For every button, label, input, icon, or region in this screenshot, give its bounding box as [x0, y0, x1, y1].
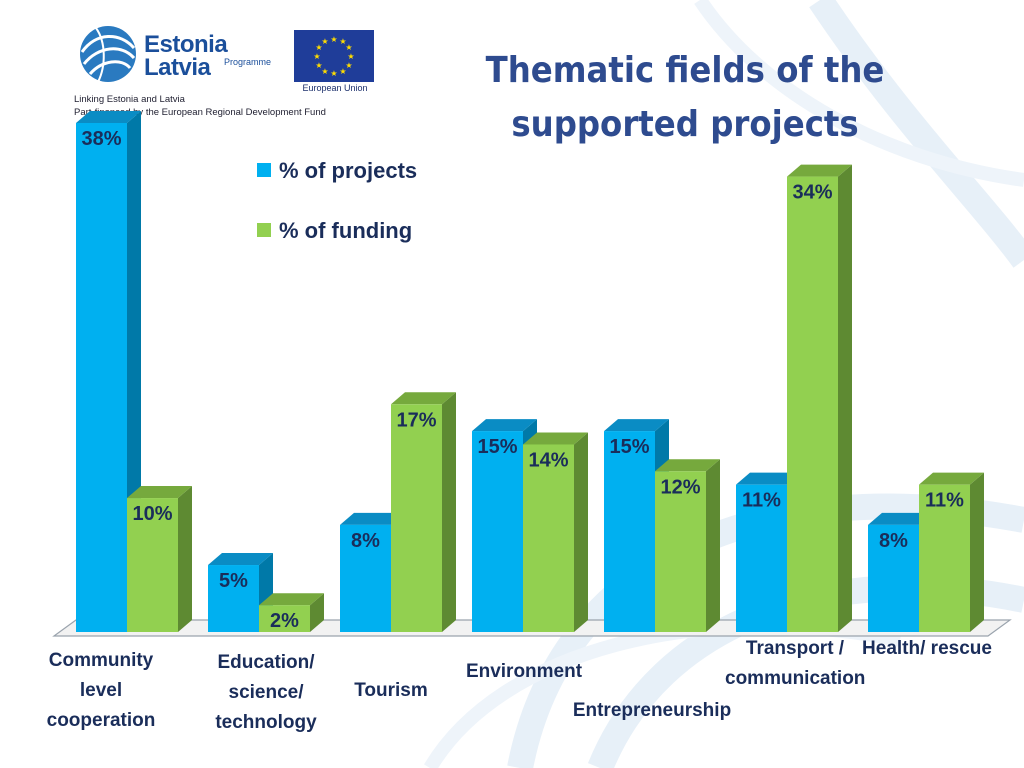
data-label-funding-3: 17% — [396, 409, 436, 431]
bar-top — [208, 553, 273, 566]
programme-logo: Estonia Latvia Programme ★ ★ ★ ★ ★ ★ ★ ★ ★ ★ ★ ★… — [74, 22, 384, 122]
legend-label-projects: % of projects — [279, 158, 418, 183]
svg-text:★: ★ — [321, 37, 328, 46]
eu-flag-icon: ★ ★ ★ ★ ★ ★ ★ ★ ★ ★ ★ ★ — [294, 30, 374, 82]
data-label-funding-7: 11% — [925, 490, 964, 512]
svg-text:★: ★ — [321, 67, 328, 76]
svg-text:★: ★ — [330, 69, 337, 78]
legend-item-projects: % of projects — [257, 158, 417, 184]
bar-face — [736, 484, 787, 632]
category-label-3: Tourism — [354, 680, 428, 701]
bar-face — [919, 484, 970, 632]
bar-top — [787, 164, 852, 177]
bar-face — [127, 498, 178, 632]
data-label-projects-6: 11% — [742, 490, 781, 512]
category-label-5: Entrepreneurship — [572, 700, 732, 721]
legend-label-funding: % of funding — [279, 218, 413, 243]
bar-top — [919, 472, 984, 485]
category-label-2: Education/ science/ technology — [215, 652, 317, 733]
data-label-projects-3: 8% — [351, 530, 380, 552]
data-label-funding-2: 2% — [270, 610, 299, 632]
bar-top — [868, 512, 933, 525]
data-label-projects-2: 5% — [219, 570, 248, 592]
bar-face — [259, 605, 310, 632]
data-label-funding-6: 34% — [792, 182, 832, 204]
bar-side — [442, 392, 456, 632]
bar-face — [76, 123, 127, 632]
svg-text:★: ★ — [313, 52, 320, 61]
bar-funding-2 — [259, 593, 324, 632]
svg-text:★: ★ — [345, 61, 352, 70]
bar-face — [787, 176, 838, 632]
bar-side — [310, 593, 324, 632]
bar-face — [655, 471, 706, 632]
svg-text:★: ★ — [347, 52, 354, 61]
bar-funding-7 — [919, 472, 984, 632]
tagline-2: Part-financed by the European Regional D… — [74, 107, 326, 118]
bar-top — [391, 392, 456, 405]
bar-side — [838, 164, 852, 632]
legend-swatch-projects — [257, 163, 271, 177]
logo-programme: Programme — [224, 57, 272, 67]
chart-title-line-1: Thematic fields of the — [485, 50, 885, 91]
svg-text:★: ★ — [339, 37, 346, 46]
data-label-funding-1: 10% — [132, 503, 172, 525]
bar-projects-2 — [208, 553, 273, 632]
category-label-4: Environment — [465, 661, 583, 682]
bar-funding-3 — [391, 392, 456, 632]
chart-title-line-2: supported projects — [511, 104, 859, 145]
bar-top — [76, 111, 141, 123]
category-label-1: Community level cooperation — [46, 650, 156, 731]
bar-funding-6 — [787, 164, 852, 632]
chart-title: Thematic fields of the supported project… — [470, 44, 900, 152]
data-label-projects-5: 15% — [609, 436, 649, 458]
category-label-6: Transport / communication — [725, 638, 866, 689]
data-label-funding-5: 12% — [660, 476, 700, 498]
bar-face — [523, 444, 574, 632]
svg-text:★: ★ — [315, 43, 322, 52]
logo-estonia: Estonia — [144, 31, 228, 58]
bar-top — [604, 419, 669, 432]
legend-item-funding: % of funding — [257, 218, 412, 244]
bar-funding-1 — [127, 486, 192, 632]
bar-side — [970, 472, 984, 632]
data-label-projects-1: 38% — [81, 128, 121, 150]
bar-face — [868, 524, 919, 632]
eu-label: European Union — [302, 83, 368, 93]
svg-text:★: ★ — [315, 61, 322, 70]
bar-top — [472, 419, 537, 432]
bar-top — [523, 432, 588, 445]
logo-latvia: Latvia — [144, 54, 211, 81]
bar-face — [340, 524, 391, 632]
svg-text:★: ★ — [339, 67, 346, 76]
bar-side — [178, 486, 192, 632]
bar-face — [472, 431, 523, 632]
tagline-1: Linking Estonia and Latvia — [74, 94, 185, 105]
bar-funding-5 — [655, 459, 720, 632]
bar-face — [604, 431, 655, 632]
category-label-7: Health/ rescue — [862, 638, 992, 659]
data-label-projects-7: 8% — [879, 530, 908, 552]
bar-top — [127, 486, 192, 499]
svg-text:★: ★ — [345, 43, 352, 52]
bar-top — [259, 593, 324, 606]
globe-icon — [80, 26, 136, 83]
legend-swatch-funding — [257, 223, 271, 237]
bar-side — [706, 459, 720, 632]
bar-side — [574, 432, 588, 632]
data-label-funding-4: 14% — [528, 449, 568, 471]
bar-top — [340, 512, 405, 525]
svg-text:★: ★ — [330, 35, 337, 44]
bar-face — [391, 404, 442, 632]
data-label-projects-4: 15% — [477, 436, 517, 458]
bar-top — [655, 459, 720, 472]
bar-top — [736, 472, 801, 485]
bar-face — [208, 565, 259, 632]
bar-funding-4 — [523, 432, 588, 632]
